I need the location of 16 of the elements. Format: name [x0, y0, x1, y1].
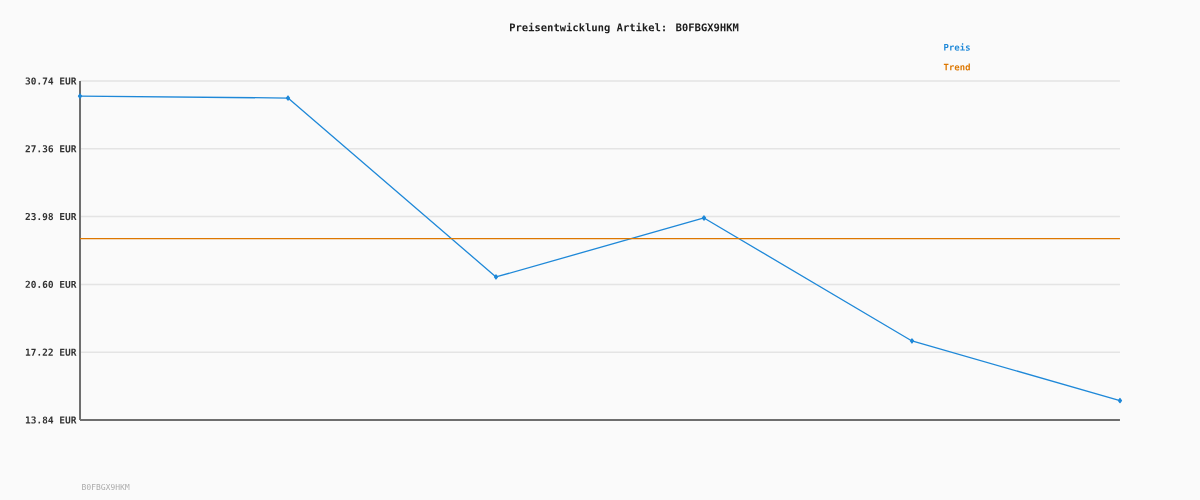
point — [701, 215, 707, 221]
text: Trend — [943, 63, 970, 71]
point — [493, 274, 499, 280]
y-tick-label: 30.74 EUR — [25, 77, 77, 85]
y-tick-label: 13.84 EUR — [25, 416, 77, 424]
y-tick-label: 17.22 EUR — [25, 348, 77, 356]
y-tick-label: 23.98 EUR — [25, 212, 77, 221]
y-tick-label: 20.60 EUR — [25, 280, 77, 288]
point — [1117, 397, 1123, 404]
text: Preis — [944, 43, 970, 51]
point — [909, 338, 915, 344]
point — [285, 95, 291, 101]
chart-title: Preisentwicklung Artikel: B0FBGX9HKM — [510, 22, 739, 34]
point — [77, 93, 83, 99]
y-tick-label: 27.36 EUR — [25, 145, 77, 153]
text: B0FBGX9HKM — [82, 483, 130, 491]
